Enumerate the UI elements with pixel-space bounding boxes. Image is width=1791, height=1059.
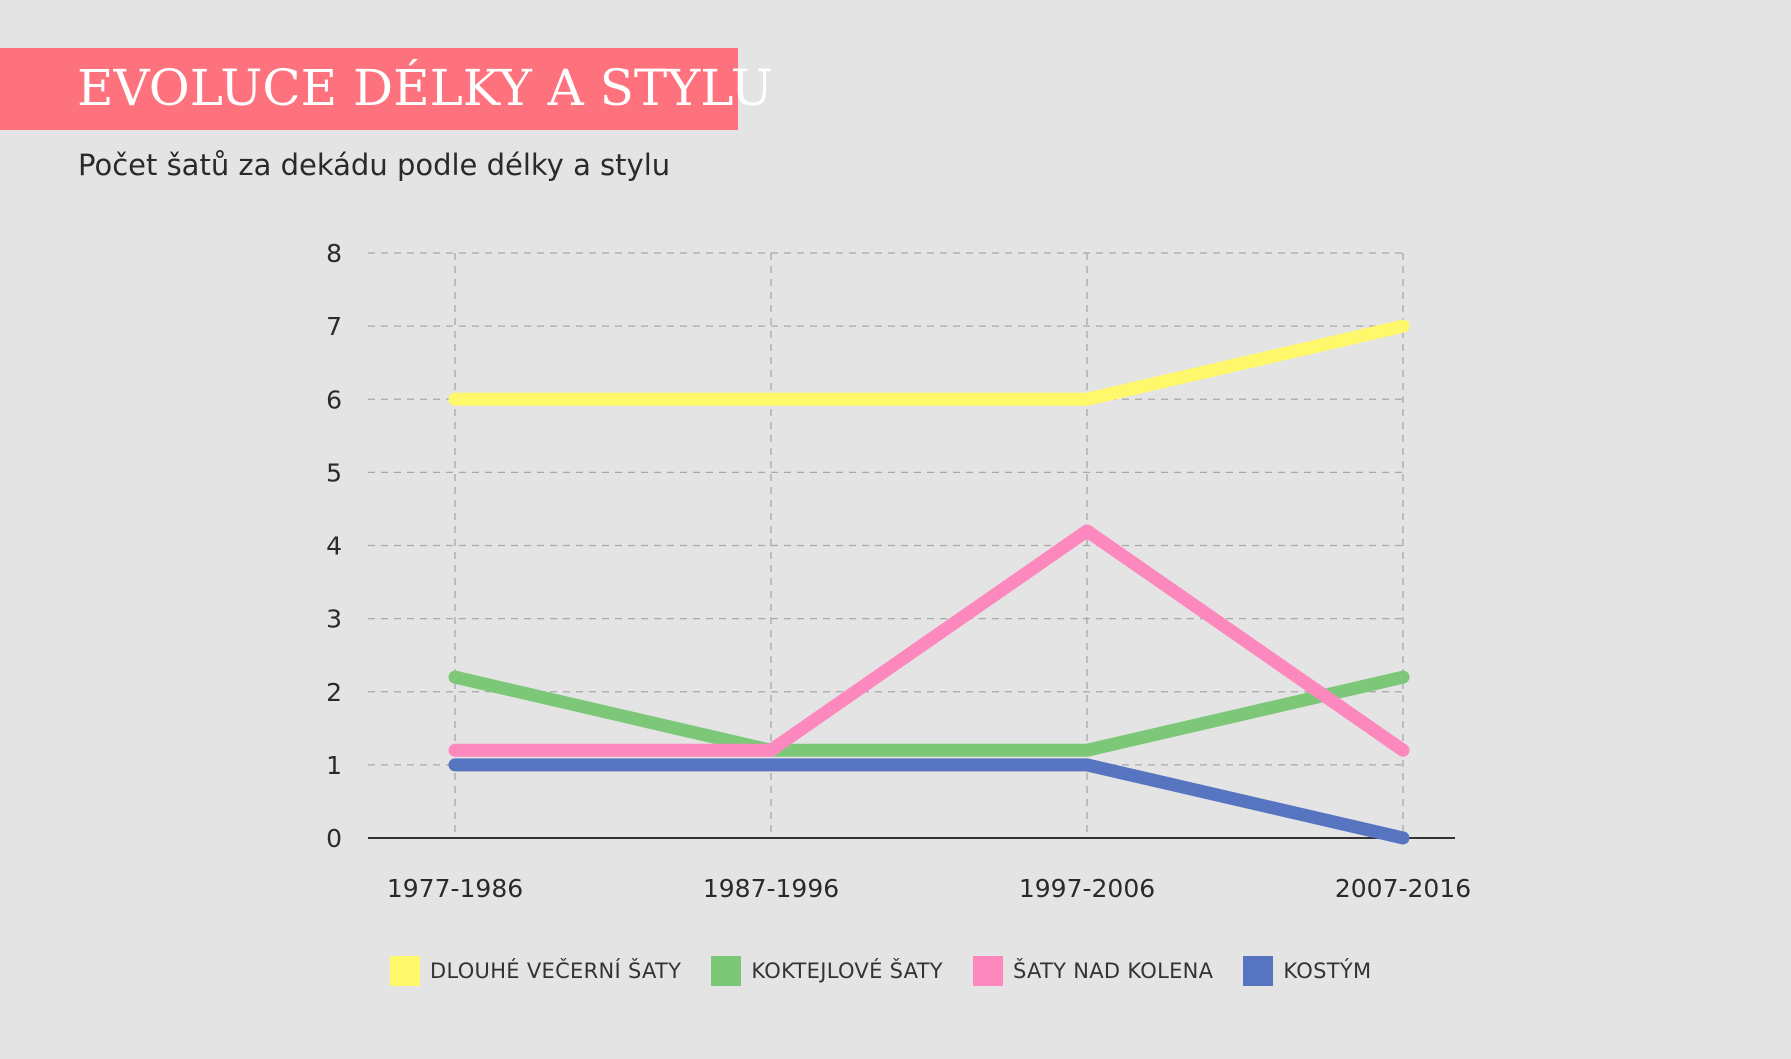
y-tick-label: 5 [326, 458, 342, 487]
title-banner [0, 48, 738, 130]
legend-label: ŠATY NAD KOLENA [1012, 959, 1214, 983]
x-tick-label: 1987-1996 [703, 874, 839, 903]
chart-legend: DLOUHÉ VEČERNÍ ŠATY KOKTEJLOVÉ ŠATY ŠATY N… [390, 956, 1401, 986]
chart-subtitle: Počet šatů za dekádu podle délky a stylu [78, 148, 671, 182]
series-line [448, 524, 1410, 757]
legend-item: KOSTÝM [1243, 956, 1371, 986]
y-tick-label: 6 [326, 385, 342, 414]
series-line [448, 758, 1410, 845]
chart-axes: 0 1 2 3 4 5 6 7 8 1977-1986 1987-1996 1997-2006 2007… [326, 239, 1471, 903]
legend-label: DLOUHÉ VEČERNÍ ŠATY [430, 959, 682, 983]
legend-item: DLOUHÉ VEČERNÍ ŠATY [390, 956, 681, 986]
legend-label: KOSTÝM [1283, 959, 1372, 983]
legend-item: ŠATY NAD KOLENA [972, 956, 1214, 986]
legend-swatch [1243, 956, 1274, 986]
series-line [448, 670, 1410, 757]
x-tick-label: 1977-1986 [387, 874, 523, 903]
y-tick-label: 7 [326, 312, 342, 341]
chart-series [448, 319, 1410, 845]
y-tick-label: 2 [326, 678, 342, 707]
legend-swatch [711, 956, 742, 986]
legend-swatch [390, 956, 420, 986]
legend-item: KOKTEJLOVÉ ŠATY [711, 956, 943, 986]
x-tick-label: 2007-2016 [1335, 874, 1471, 903]
legend-label: KOKTEJLOVÉ ŠATY [751, 959, 943, 983]
y-tick-label: 1 [326, 751, 342, 780]
x-tick-label: 1997-2006 [1019, 874, 1155, 903]
y-tick-label: 0 [326, 824, 342, 853]
y-tick-label: 4 [326, 532, 342, 561]
y-tick-label: 3 [326, 605, 342, 634]
y-tick-label: 8 [326, 239, 342, 268]
chart-title: EVOLUCE DÉLKY A STYLU [77, 59, 773, 117]
legend-swatch [972, 956, 1003, 986]
series-line [448, 319, 1410, 406]
